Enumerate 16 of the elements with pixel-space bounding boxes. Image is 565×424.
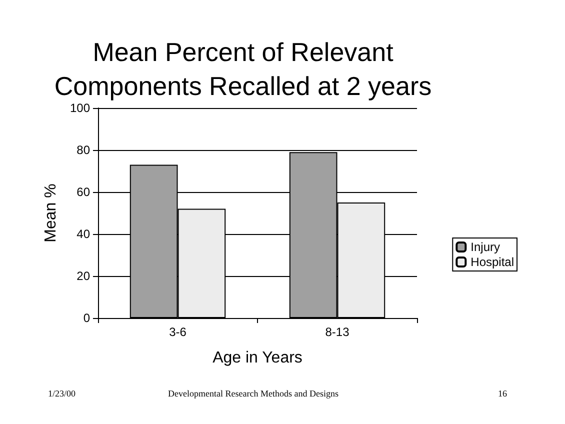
text: Developmental Research Methods and Designs [168,388,339,398]
x-tick-label: 8-13 [325,325,350,339]
y-tick-label: 0 [83,311,90,325]
text: 1/23/00 [48,388,76,398]
y-tick-label: 40 [76,227,90,241]
legend-label: Hospital [470,255,514,269]
x-axis-title: Age in Years [212,350,302,366]
y-axis-title: Mean % [42,184,60,242]
text: 16 [498,388,508,398]
x-tick-label: 3-6 [169,325,187,339]
y-tick-label: 60 [76,185,90,199]
legend-label: Injury [470,240,500,254]
y-tick-label: 80 [76,143,90,157]
y-tick-label: 20 [76,269,90,283]
y-tick-label: 100 [70,101,90,115]
chart-title: Mean Percent of Relevant Components Recalled at 2 years [54,37,432,101]
